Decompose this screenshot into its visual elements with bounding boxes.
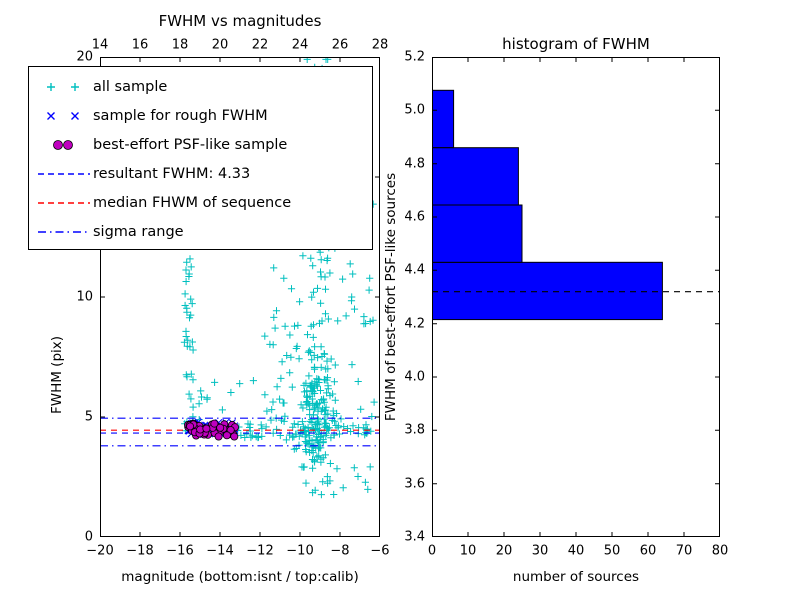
legend-item: resultant FWHM: 4.33 bbox=[35, 159, 367, 188]
right-plot-title: histogram of FWHM bbox=[502, 35, 650, 53]
left-plot-title: FWHM vs magnitudes bbox=[158, 12, 322, 30]
top-x-tick-label: 26 bbox=[331, 37, 349, 53]
circle-legend-icon bbox=[53, 139, 73, 150]
right-y-tick-label: 4.6 bbox=[404, 209, 425, 225]
right-y-tick-label: 3.8 bbox=[404, 422, 425, 438]
left-y-tick-label: 0 bbox=[84, 529, 93, 545]
right-plot-ylabel: FWHM of best-effort PSF-like sources bbox=[383, 172, 399, 422]
legend-item: all sample bbox=[35, 72, 367, 101]
left-x-tick-label: −10 bbox=[286, 543, 314, 559]
axis-ticks bbox=[432, 57, 720, 537]
legend-item: sigma range bbox=[35, 217, 367, 246]
right-x-tick-label: 40 bbox=[567, 543, 585, 559]
top-x-tick-label: 24 bbox=[291, 37, 309, 53]
axis-ticks bbox=[100, 57, 380, 537]
series-psf-sample bbox=[184, 419, 239, 441]
top-x-tick-label: 22 bbox=[251, 37, 269, 53]
right-x-tick-label: 80 bbox=[711, 543, 729, 559]
histogram-canvas bbox=[432, 57, 720, 537]
left-plot-ylabel: FWHM (pix) bbox=[49, 335, 65, 415]
x-legend-icon bbox=[47, 111, 79, 120]
top-x-tick-label: 18 bbox=[171, 37, 189, 53]
top-x-tick-label: 28 bbox=[371, 37, 389, 53]
left-x-tick-label: −6 bbox=[370, 543, 390, 559]
legend-item: median FHWM of sequence bbox=[35, 188, 367, 217]
left-x-tick-label: −16 bbox=[166, 543, 194, 559]
histogram-bar bbox=[432, 147, 519, 206]
left-x-tick-label: −12 bbox=[246, 543, 274, 559]
right-x-tick-label: 0 bbox=[427, 543, 437, 559]
right-plot-xlabel: number of sources bbox=[512, 569, 640, 585]
scatter-plot-canvas bbox=[100, 57, 380, 537]
left-plot-xlabel: magnitude (bottom:isnt / top:calib) bbox=[121, 569, 359, 585]
left-x-tick-label: −20 bbox=[86, 543, 114, 559]
left-x-tick-label: −8 bbox=[330, 543, 350, 559]
histogram-bar bbox=[432, 204, 523, 263]
dashed-legend-icon bbox=[38, 201, 90, 204]
left-x-tick-label: −14 bbox=[206, 543, 234, 559]
legend-item: best-effort PSF-like sample bbox=[35, 130, 367, 159]
plus-legend-icon bbox=[47, 82, 79, 91]
left-x-tick-label: −18 bbox=[126, 543, 154, 559]
legend-item: sample for rough FWHM bbox=[35, 101, 367, 130]
right-y-tick-label: 4.4 bbox=[404, 262, 425, 278]
histogram-bar bbox=[432, 261, 663, 321]
right-y-tick-label: 3.6 bbox=[404, 476, 425, 492]
top-x-tick-label: 16 bbox=[131, 37, 149, 53]
legend-label: all sample bbox=[93, 78, 168, 95]
right-y-tick-label: 4.8 bbox=[404, 156, 425, 172]
right-y-tick-label: 5.2 bbox=[404, 49, 425, 65]
right-x-tick-label: 10 bbox=[459, 543, 477, 559]
dashed-legend-icon bbox=[38, 172, 90, 175]
top-x-tick-label: 14 bbox=[91, 37, 109, 53]
right-y-tick-label: 4.2 bbox=[404, 316, 425, 332]
legend-label: best-effort PSF-like sample bbox=[93, 136, 288, 153]
left-y-tick-label: 10 bbox=[76, 289, 93, 305]
scatter-data-layer bbox=[100, 57, 380, 499]
top-x-tick-label: 20 bbox=[211, 37, 229, 53]
right-y-tick-label: 4.0 bbox=[404, 369, 425, 385]
right-y-tick-label: 3.4 bbox=[404, 529, 425, 545]
right-x-tick-label: 70 bbox=[675, 543, 693, 559]
histogram-bar bbox=[432, 89, 455, 149]
right-x-tick-label: 20 bbox=[495, 543, 513, 559]
legend: all sample sample for rough FWHM best-effo… bbox=[28, 66, 373, 250]
legend-label: median FHWM of sequence bbox=[93, 194, 292, 211]
legend-label: sigma range bbox=[93, 223, 184, 240]
dashdot-legend-icon bbox=[38, 230, 90, 233]
right-x-tick-label: 60 bbox=[639, 543, 657, 559]
left-y-tick-label: 5 bbox=[84, 409, 93, 425]
left-y-tick-label: 20 bbox=[76, 49, 93, 65]
right-x-tick-label: 30 bbox=[531, 543, 549, 559]
legend-label: sample for rough FWHM bbox=[93, 107, 268, 124]
right-y-tick-label: 5.0 bbox=[404, 102, 425, 118]
legend-label: resultant FWHM: 4.33 bbox=[93, 165, 251, 182]
right-x-tick-label: 50 bbox=[603, 543, 621, 559]
